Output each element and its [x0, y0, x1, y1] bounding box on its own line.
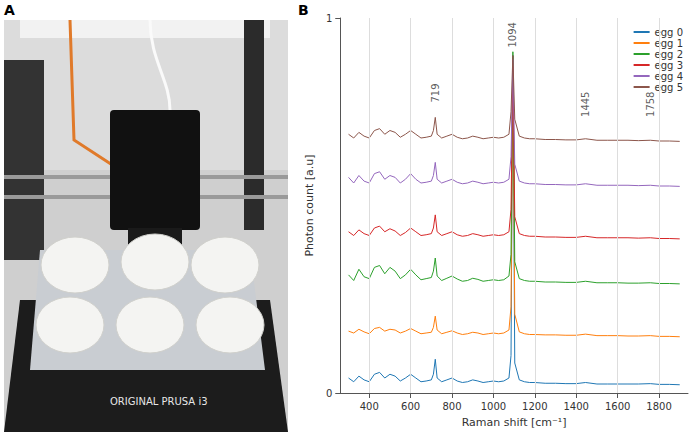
svg-text:1400: 1400	[564, 401, 589, 412]
html-text:B: B	[298, 2, 309, 18]
svg-text:egg 5: egg 5	[655, 82, 683, 93]
svg-text:1094: 1094	[507, 22, 518, 47]
svg-text:Photon count [a.u]: Photon count [a.u]	[303, 154, 316, 256]
svg-text:400: 400	[360, 401, 379, 412]
svg-text:Raman shift [cm⁻¹]: Raman shift [cm⁻¹]	[462, 416, 567, 429]
svg-text:egg 2: egg 2	[655, 49, 683, 60]
svg-text:1000: 1000	[481, 401, 506, 412]
svg-text:ORIGINAL PRUSA i3: ORIGINAL PRUSA i3	[110, 396, 208, 407]
svg-text:600: 600	[401, 401, 420, 412]
svg-text:719: 719	[430, 83, 441, 102]
html-text:A: A	[4, 2, 15, 18]
svg-text:1600: 1600	[605, 401, 630, 412]
svg-text:800: 800	[442, 401, 461, 412]
svg-text:1800: 1800	[646, 401, 671, 412]
svg-text:egg 3: egg 3	[655, 60, 683, 71]
svg-text:1200: 1200	[522, 401, 547, 412]
svg-text:egg 4: egg 4	[655, 71, 683, 82]
svg-text:1445: 1445	[580, 92, 591, 117]
svg-text:egg 0: egg 0	[655, 27, 683, 38]
svg-text:0: 0	[326, 388, 332, 399]
svg-text:1758: 1758	[645, 92, 656, 117]
svg-text:1: 1	[326, 13, 332, 24]
svg-text:egg 1: egg 1	[655, 38, 683, 49]
